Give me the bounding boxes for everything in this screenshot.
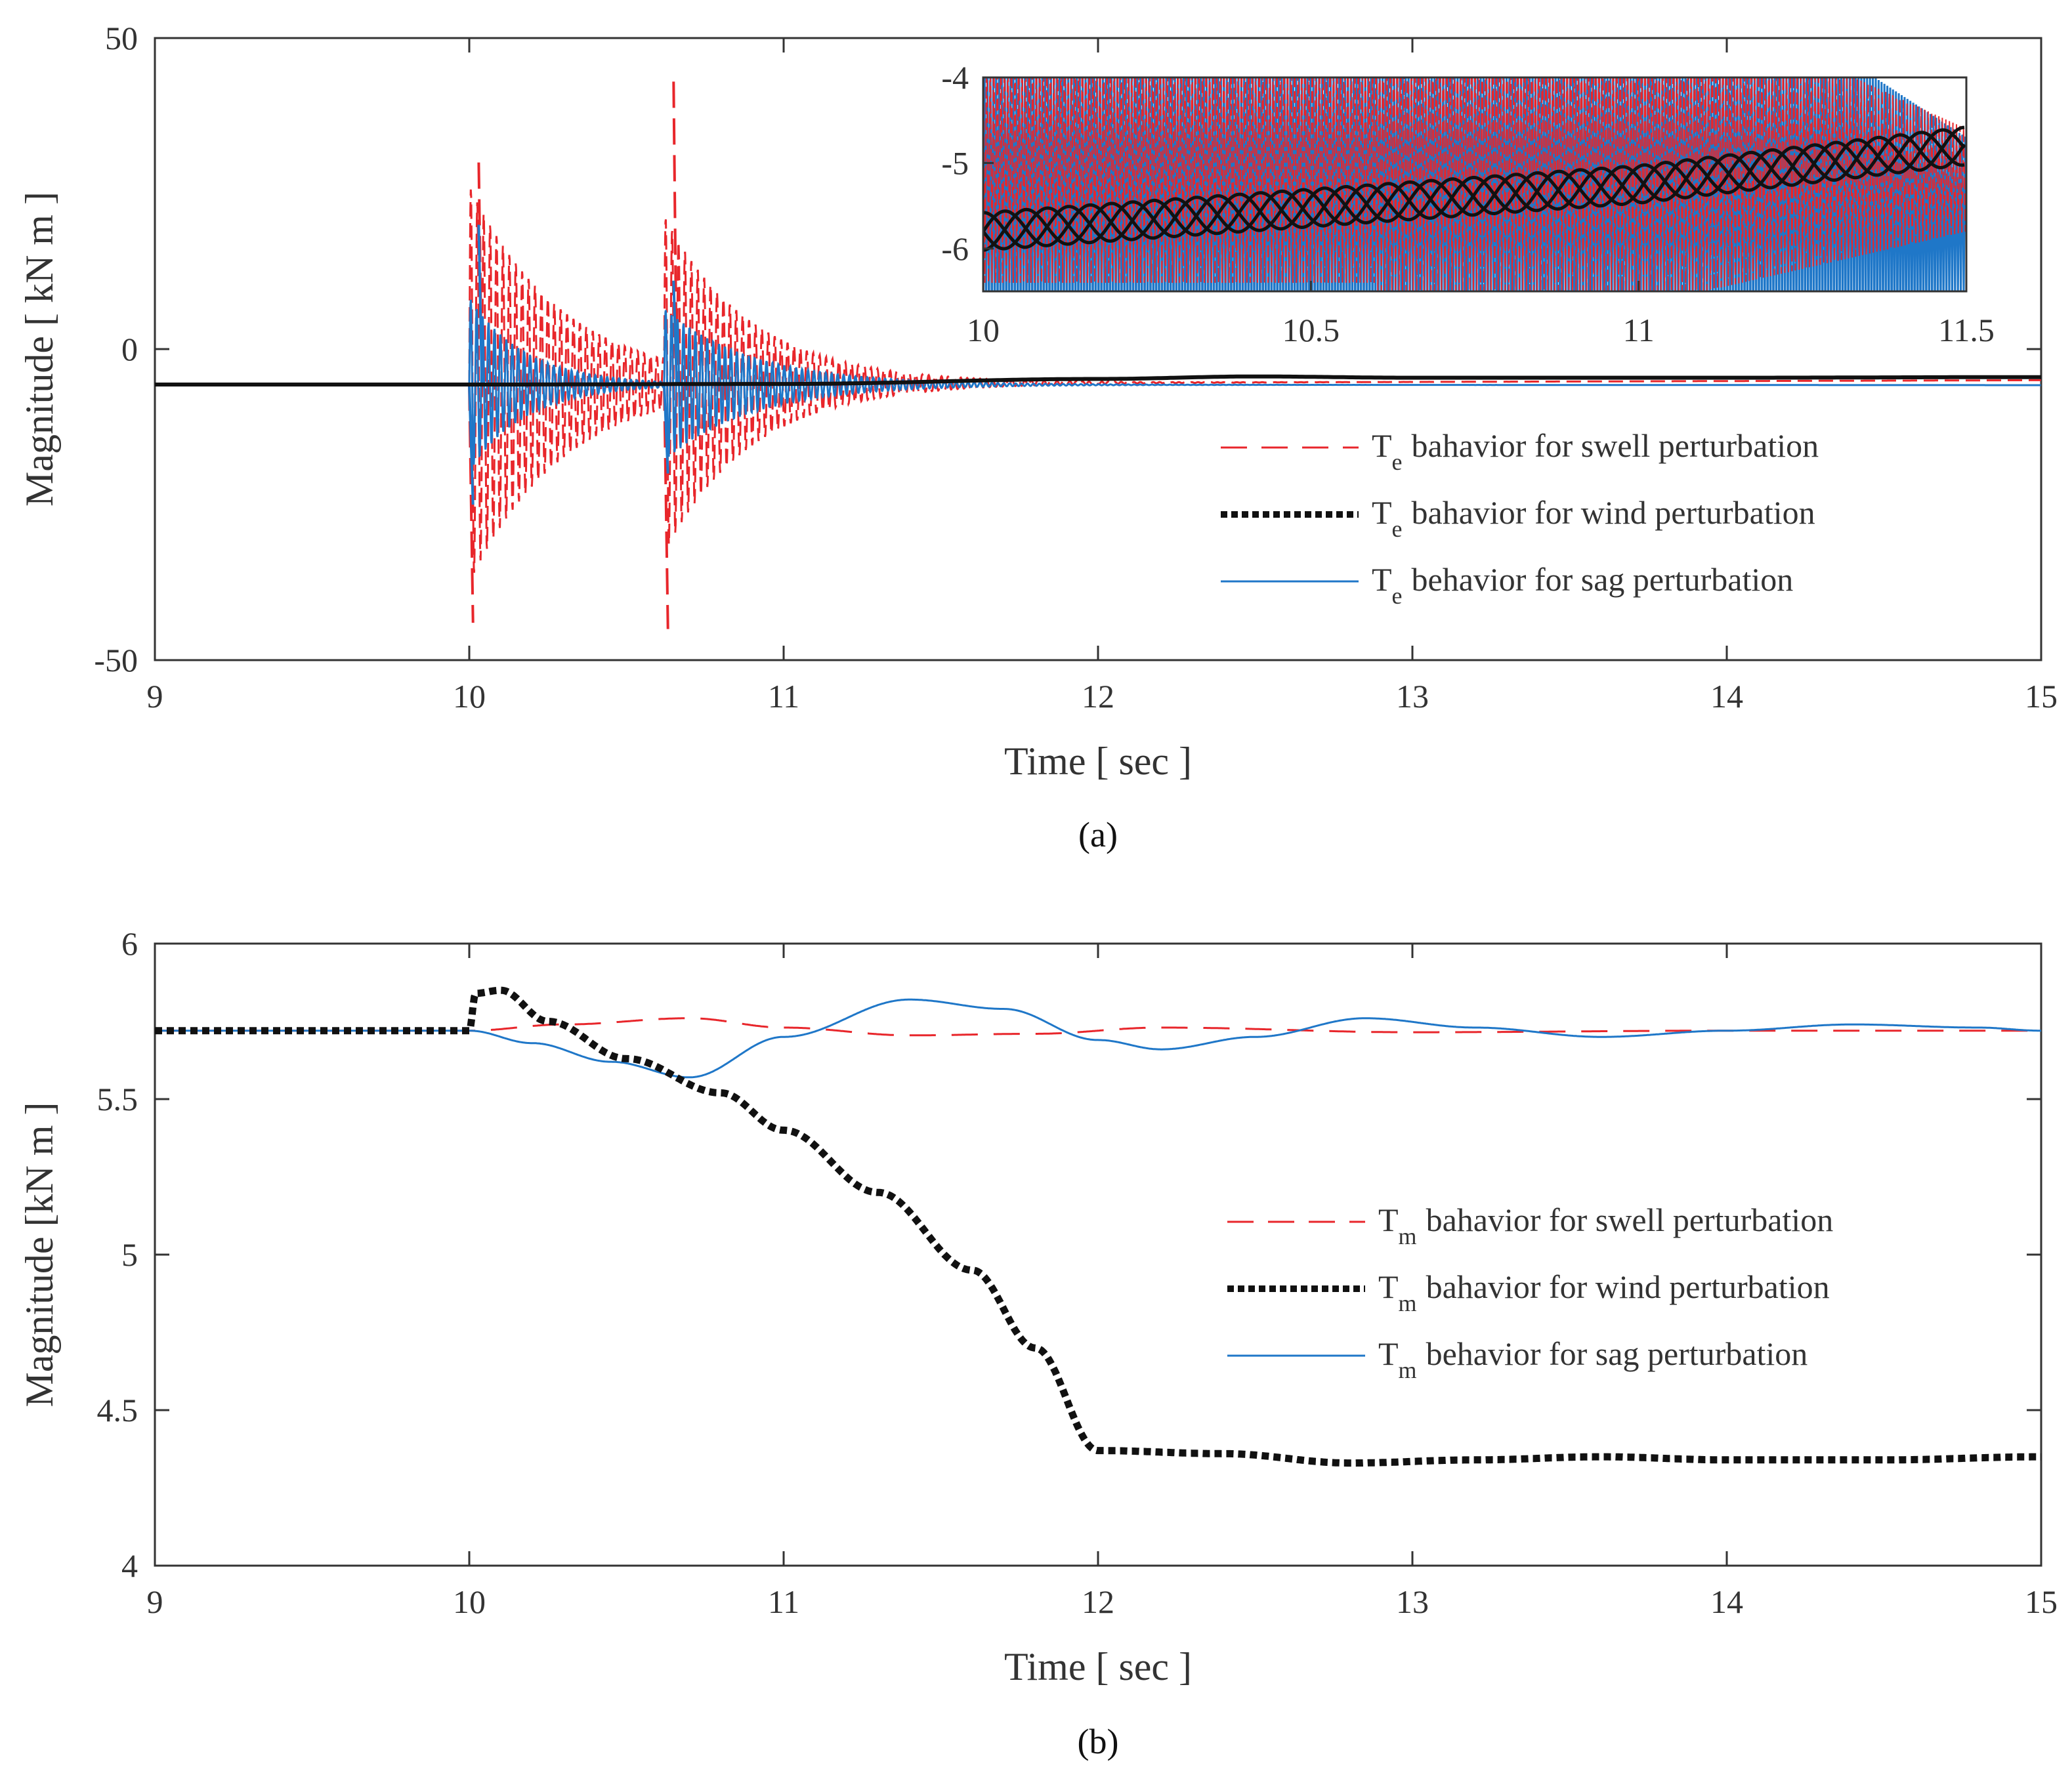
chart-a-inset: 10 10.5 11 11.5 -6 -5 -4: [941, 59, 1994, 348]
chart-a: 9 10 11 12 13 14 15 -50 0 50 Time [ sec ] Magnit…: [18, 20, 2058, 854]
x-tick-label: 13: [1396, 678, 1429, 715]
y-tick-label: 0: [121, 331, 138, 367]
legend-entry-label: Tm bahavior for wind perturbation: [1378, 1268, 1830, 1316]
x-tick-label: 9: [147, 678, 163, 715]
inset-x-tick-label: 10.5: [1282, 312, 1340, 348]
y-tick-label: -50: [94, 642, 138, 678]
y-tick-label: 4: [121, 1547, 138, 1584]
inset-y-tick-label: -6: [941, 230, 969, 267]
chart-b-caption: (b): [1078, 1722, 1119, 1761]
inset-series-wind: [983, 133, 1966, 251]
inset-ticks: 10 10.5 11 11.5 -6 -5 -4: [941, 59, 1994, 348]
inset-x-tick-label: 11.5: [1938, 312, 1995, 348]
chart-a-caption: (a): [1078, 815, 1118, 854]
chart-b-y-label: Magnitude [kN m ]: [18, 1102, 61, 1408]
inset-x-tick-label: 11: [1623, 312, 1655, 348]
chart-a-x-label: Time [ sec ]: [1004, 740, 1192, 783]
inset-frame: [982, 76, 1968, 293]
y-tick-label: 6: [121, 925, 138, 962]
series-line-sag: [468, 299, 2041, 465]
chart-b-y-ticks: 4 4.5 5 5.5 6: [97, 925, 2041, 1584]
series-line-wind: [155, 374, 2041, 386]
x-tick-label: 10: [453, 1583, 486, 1620]
legend-entry-label: Tm bahavior for swell perturbation: [1378, 1201, 1833, 1249]
inset-series-swell: [983, 77, 1966, 291]
y-tick-label: 5: [121, 1236, 138, 1273]
chart-b-x-label: Time [ sec ]: [1004, 1645, 1192, 1688]
legend-entry-label: Te behavior for sag perturbation: [1372, 561, 1793, 609]
x-tick-label: 11: [768, 678, 799, 715]
chart-b-plot-area: [154, 942, 2042, 1567]
inset-x-tick-label: 10: [967, 312, 1000, 348]
series-line-wind: [155, 986, 2041, 1467]
x-tick-label: 10: [453, 678, 486, 715]
inset-y-tick-label: -4: [941, 59, 969, 96]
x-tick-label: 11: [768, 1583, 799, 1620]
legend-entry-label: Te bahavior for swell perturbation: [1372, 427, 1819, 475]
y-tick-label: 50: [105, 20, 138, 56]
x-tick-label: 12: [1082, 1583, 1114, 1620]
x-tick-label: 13: [1396, 1583, 1429, 1620]
chart-a-x-ticks: 9 10 11 12 13 14 15: [147, 38, 2058, 715]
x-tick-label: 15: [2025, 1583, 2058, 1620]
x-tick-label: 14: [1710, 1583, 1743, 1620]
chart-b-legend: Tm bahavior for swell perturbation Tm bahav…: [1227, 1201, 1833, 1383]
x-tick-label: 15: [2025, 678, 2058, 715]
inset-series-wind: [983, 128, 1966, 247]
inset-y-tick-label: -5: [941, 144, 969, 181]
legend-entry-label: Tm behavior for sag perturbation: [1378, 1335, 1808, 1383]
inset-series-wind: [983, 125, 1965, 252]
x-tick-label: 9: [147, 1583, 163, 1620]
y-tick-label: 5.5: [97, 1081, 138, 1117]
legend-entry-label: Te bahavior for wind perturbation: [1372, 494, 1815, 542]
x-tick-label: 12: [1082, 678, 1114, 715]
chart-a-y-ticks: -50 0 50: [94, 20, 2041, 678]
chart-b: 9 10 11 12 13 14 15 4 4.5 5 5.5 6 Time [ sec ] Mag…: [18, 925, 2058, 1761]
x-tick-label: 14: [1710, 678, 1743, 715]
series-spikes-sag: [468, 224, 679, 505]
chart-a-legend: Te bahavior for swell perturbation Te bahav…: [1221, 427, 1819, 609]
chart-a-y-label: Magnitude [ kN m ]: [18, 192, 61, 507]
chart-b-x-ticks: 9 10 11 12 13 14 15: [147, 944, 2058, 1620]
y-tick-label: 4.5: [97, 1392, 138, 1429]
